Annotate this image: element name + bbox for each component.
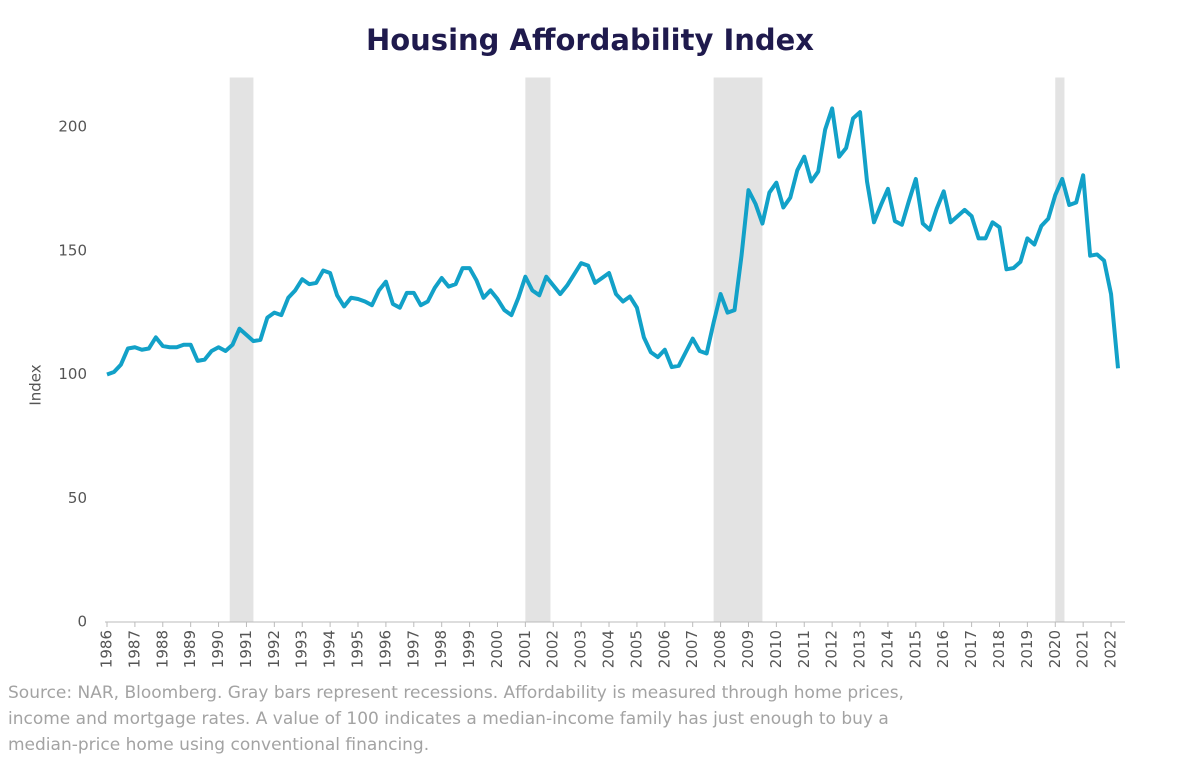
x-tick-label: 2003: [572, 630, 590, 668]
x-tick-label: 1990: [209, 630, 227, 668]
x-tick-label: 2010: [767, 630, 785, 668]
x-tick-label: 1998: [432, 630, 450, 668]
x-tick-label: 2007: [683, 630, 701, 668]
x-tick-label: 1986: [98, 630, 116, 668]
x-tick-label: 2002: [544, 630, 562, 668]
y-tick-label: 150: [58, 241, 87, 259]
x-tick-label: 1996: [376, 630, 394, 668]
x-tick-label: 1991: [237, 630, 255, 668]
y-tick-label: 50: [68, 489, 87, 507]
x-tick-label: 1994: [321, 630, 339, 668]
x-tick-label: 1993: [293, 630, 311, 668]
x-tick-label: 1995: [349, 630, 367, 668]
footnote: Source: NAR, Bloomberg. Gray bars repres…: [8, 683, 904, 755]
x-tick-label: 1997: [404, 630, 422, 668]
x-tick-label: 2012: [823, 630, 841, 668]
x-tick-label: 2016: [934, 630, 952, 668]
y-tick-label: 100: [58, 365, 87, 383]
x-tick-label: 2015: [906, 630, 924, 668]
x-tick-label: 2014: [878, 630, 896, 668]
y-tick-label: 0: [77, 613, 87, 631]
data-line: [106, 106, 1121, 377]
x-tick-label: 2018: [990, 630, 1008, 668]
x-tick-label: 2017: [962, 630, 980, 668]
y-tick-label: 200: [58, 118, 87, 136]
x-tick-label: 1987: [125, 630, 143, 668]
chart-title: Housing Affordability Index: [366, 23, 814, 57]
recession-band: [713, 77, 763, 622]
x-tick-label: 2005: [627, 630, 645, 668]
recession-band: [525, 77, 551, 622]
x-tick-label: 2011: [795, 630, 813, 668]
x-tick-label: 1992: [265, 630, 283, 668]
x-tick-label: 2006: [655, 630, 673, 668]
chart: Housing Affordability Index Index 0 50 100…: [27, 23, 1125, 668]
x-tick-label: 2013: [851, 630, 869, 668]
y-axis-label: Index: [27, 364, 45, 405]
recession-band: [229, 77, 254, 622]
x-tick-label: 2004: [600, 630, 618, 668]
x-tick-label: 2008: [711, 630, 729, 668]
x-tick-label: 2020: [1046, 630, 1064, 668]
x-tick-label: 1989: [181, 630, 199, 668]
x-tick-label: 2009: [739, 630, 757, 668]
x-tick-label: 2021: [1074, 630, 1092, 668]
x-tick-label: 2000: [488, 630, 506, 668]
x-tick-label: 2001: [516, 630, 534, 668]
x-tick-label: 2019: [1018, 630, 1036, 668]
x-tick-label: 1988: [153, 630, 171, 668]
x-tick-label: 1999: [460, 630, 478, 668]
recession-band: [1055, 77, 1065, 622]
x-tick-label: 2022: [1102, 630, 1120, 668]
